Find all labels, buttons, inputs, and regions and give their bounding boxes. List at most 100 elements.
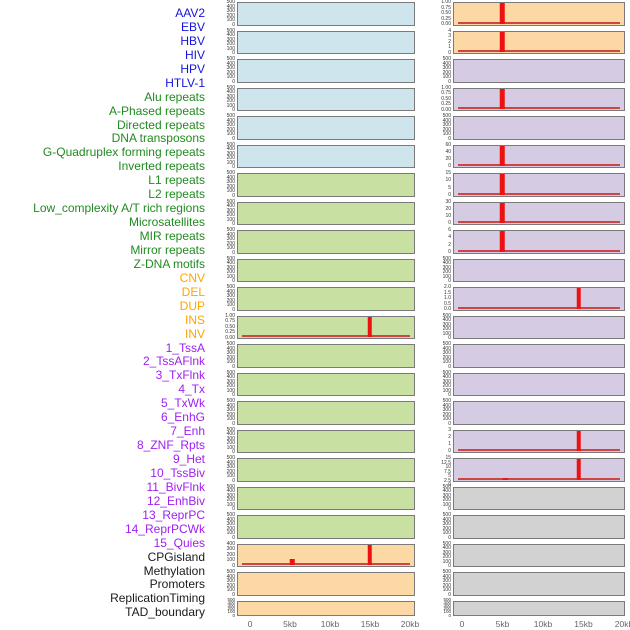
track-label-cpgisland: CPGisland <box>147 549 205 564</box>
y-axis-tick: 500 <box>226 0 235 5</box>
y-axis-tick: 400 <box>226 117 235 124</box>
x-axis-tick-label: 15kb <box>574 619 593 629</box>
y-axis-tick: 0 <box>232 278 235 284</box>
track-row-11-bivflnk: 500 400 300 200 100 0 <box>443 342 625 369</box>
y-axis-tick: 0 <box>232 449 235 455</box>
track-row-3-txflnk: 500 400 300 200 100 0 <box>443 114 625 141</box>
y-axis-tick: 500 <box>442 398 451 404</box>
track-row-mirror-repeats: 500 400 300 200 100 0 <box>227 484 415 511</box>
track-label-9-het: 9_Het <box>172 452 205 466</box>
track-panel-mirror-repeats <box>237 486 415 510</box>
y-axis-tick: 300 <box>442 321 451 328</box>
track-label-hiv: HIV <box>184 47 205 62</box>
y-axis-tick: 400 <box>226 459 235 466</box>
track-label-alu-repeats: Alu repeats <box>144 89 205 104</box>
y-axis-tick: 100 <box>226 501 235 508</box>
y-axis-tick: 500 <box>226 255 235 262</box>
y-axis-tick: 300 <box>442 549 451 556</box>
y-axis-tick: 100 <box>226 131 235 137</box>
y-axis-tick: 400 <box>442 60 451 67</box>
y-axis-tick: 0.50 <box>225 323 235 330</box>
y-axis-tick: 200 <box>227 606 235 612</box>
y-axis-tick: 500 <box>226 455 235 461</box>
y-axis-tick: 0 <box>448 612 451 618</box>
track-row-g-quadruplex-forming-repeats: 500 400 300 200 100 0 <box>227 285 415 312</box>
track-panel-inv <box>453 30 625 54</box>
x-axis-tick-label: 10kb <box>320 619 340 629</box>
y-axis-tick: 200 <box>226 354 235 361</box>
y-axis-tick: 0 <box>232 506 235 512</box>
y-axis-tick: 400 <box>226 146 235 152</box>
track-label-low-complexity-a-t-rich-regions: Low_complexity A/T rich regions <box>33 201 205 216</box>
signal-baseline <box>458 192 620 195</box>
y-axis-tick: 100 <box>442 530 451 536</box>
track-label-hpv: HPV <box>180 61 205 76</box>
track-panel-cnv <box>237 543 415 567</box>
y-axis-tick: 300 <box>442 578 451 584</box>
y-axis-tick: 200 <box>226 155 235 161</box>
y-axis-ticks: 1.00 0.75 0.50 0.25 0.00 <box>441 0 451 27</box>
y-axis-tick: 300 <box>442 122 451 128</box>
track-label-3-txflnk: 3_TxFlnk <box>155 368 205 383</box>
y-axis-ticks: 500 400 300 200 100 0 <box>227 57 235 84</box>
y-axis-tick: 300 <box>226 464 235 470</box>
y-axis-tick: 0 <box>232 21 235 28</box>
signal-spike <box>576 458 582 480</box>
y-axis-tick: 500 <box>442 369 451 376</box>
y-axis-tick: 15 <box>445 455 451 461</box>
track-panel-htlv-1 <box>237 144 415 168</box>
track-panel-2-tssaflnk <box>453 87 625 111</box>
y-axis-tick: 0 <box>448 248 451 255</box>
track-row-l2-repeats: 500 400 300 200 100 0 <box>227 370 415 397</box>
y-axis-ticks: 500 400 300 200 100 0 <box>227 399 235 426</box>
track-label-hbv: HBV <box>180 33 205 48</box>
y-axis-tick: 200 <box>226 212 235 218</box>
y-axis-tick: 400 <box>226 402 235 409</box>
y-axis-tick: 0 <box>448 163 451 170</box>
y-axis-tick: 100 <box>442 387 451 394</box>
track-label-13-reprpc: 13_ReprPC <box>142 507 205 522</box>
track-row-hpv: 500 400 300 200 100 0 <box>227 114 415 141</box>
track-label-14-reprpcwk: 14_ReprPCWk <box>124 521 205 536</box>
y-axis-tick: 300 <box>442 378 451 385</box>
y-axis-tick: 100 <box>226 387 235 394</box>
track-row-10-tssbiv: 500 400 300 200 100 0 <box>443 313 625 340</box>
track-row-promoters: 500 400 300 200 100 0 <box>443 541 625 568</box>
signal-spike <box>499 173 505 195</box>
signal-spike <box>499 230 505 252</box>
track-label-list: AAV2 EBV HBV HIV HPV HTLV-1 Alu repeats A-Phase… <box>0 0 205 620</box>
y-axis-tick: 100 <box>226 45 235 52</box>
y-axis-ticks: 500 400 300 200 100 0 <box>227 85 235 113</box>
y-axis-ticks: 30 20 10 0 <box>445 199 451 227</box>
track-row-alu-repeats: 500 400 300 200 100 0 <box>227 171 415 198</box>
x-axis-tick-label: 15kb <box>360 619 380 629</box>
y-axis-tick: 300 <box>226 236 235 242</box>
y-axis-tick: 100 <box>226 159 235 166</box>
y-axis-tick: 500 <box>227 596 235 602</box>
y-axis-tick: 100 <box>442 273 451 280</box>
y-axis-tick: 500 <box>442 483 451 490</box>
y-axis-tick: 400 <box>226 32 235 38</box>
track-panel-7-enh <box>453 230 625 254</box>
track-label-aav2: AAV2 <box>175 6 205 20</box>
track-label-12-enhbiv: 12_EnhBiv <box>146 493 205 508</box>
track-row-z-dna-motifs: 500 400 300 200 100 0 <box>227 513 415 540</box>
track-row-12-enhbiv: 500 400 300 200 100 0 <box>443 370 625 397</box>
y-axis-tick: 2 <box>448 241 451 248</box>
y-axis-tick: 100 <box>226 216 235 223</box>
y-axis-tick: 200 <box>442 582 451 589</box>
y-axis-tick: 0 <box>232 107 235 113</box>
y-axis-tick: 100 <box>226 444 235 451</box>
y-axis-ticks: 500 400 300 200 100 0 <box>443 114 451 141</box>
track-panel-low-complexity-a-t-rich-regions <box>237 401 415 425</box>
y-axis-ticks: 60 40 20 0 <box>445 142 451 170</box>
y-axis-ticks: 500 400 300 200 100 0 <box>443 513 451 540</box>
y-axis-ticks: 1.00 0.75 0.50 0.25 0.00 <box>225 313 235 341</box>
y-axis-tick: 400 <box>226 203 235 209</box>
track-panel-11-bivflnk <box>453 344 625 368</box>
track-row-5-txwk: 15 10 5 0 <box>445 171 625 197</box>
y-axis-tick: 200 <box>226 269 235 275</box>
track-row-aav2: 500 400 300 200 100 0 <box>227 0 415 27</box>
